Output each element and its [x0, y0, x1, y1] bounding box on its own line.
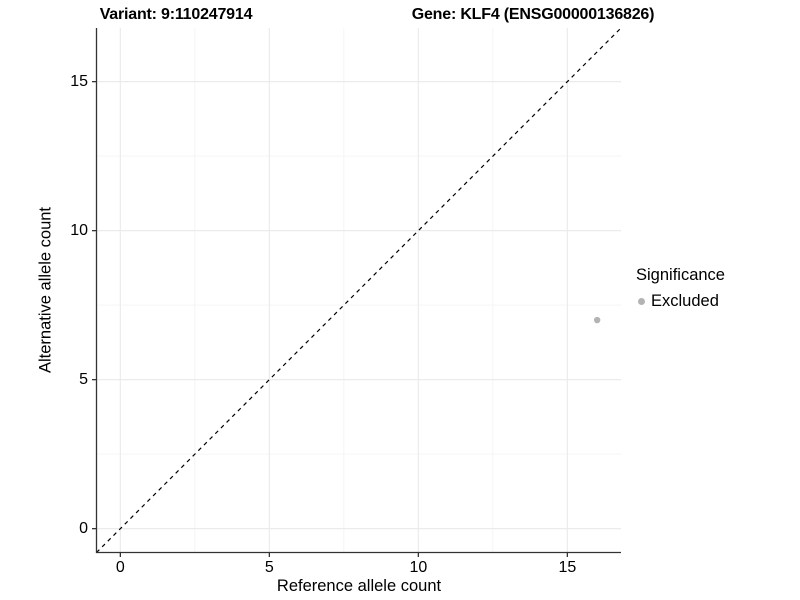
x-tick-label: 15: [558, 559, 577, 576]
x-tick-label: 5: [264, 559, 274, 576]
legend-item-excluded: Excluded: [636, 292, 725, 311]
legend-title: Significance: [636, 266, 725, 284]
plot-title-variant: Variant: 9:110247914: [99, 6, 253, 23]
plot-title-gene: Gene: KLF4 (ENSG00000136826): [411, 6, 655, 23]
y-tick-label: 0: [79, 519, 88, 537]
x-axis-title: Reference allele count: [276, 577, 442, 595]
legend-point-icon: [638, 298, 645, 305]
y-axis-title: Alternative allele count: [36, 206, 55, 374]
identity-dashed-line: [96, 27, 622, 553]
y-tick-label: 5: [79, 370, 88, 388]
data-point: [593, 316, 601, 324]
legend-item-label: Excluded: [651, 292, 719, 310]
x-tick-label: 0: [115, 559, 125, 576]
y-tick-label: 15: [70, 72, 88, 90]
legend: Significance Excluded: [636, 266, 725, 311]
y-tick-label: 10: [70, 221, 88, 239]
x-tick-label: 10: [409, 559, 428, 576]
